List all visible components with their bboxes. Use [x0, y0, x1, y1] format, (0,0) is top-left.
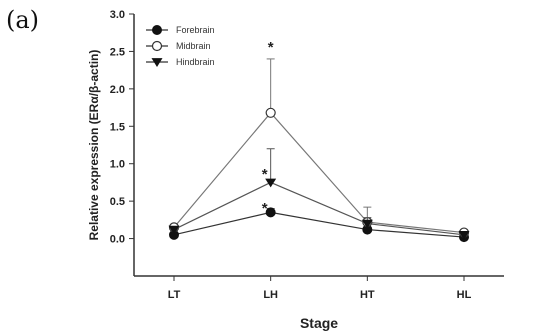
- x-tick-label: LT: [168, 289, 181, 301]
- x-tick-label: LH: [263, 289, 278, 301]
- legend-label: Midbrain: [176, 41, 211, 51]
- legend-marker: [151, 58, 163, 67]
- data-point: [265, 107, 276, 118]
- y-axis-title: Relative expression (ERα/β-actin): [87, 50, 101, 241]
- data-point: [458, 230, 470, 240]
- axes: [133, 14, 504, 277]
- legend-marker: [152, 25, 162, 35]
- legend-item: Forebrain: [146, 25, 215, 35]
- y-tick-label: 0.5: [110, 196, 125, 208]
- series-group: [168, 58, 470, 243]
- annotations: * * *: [262, 39, 274, 217]
- x-axis-title: Stage: [300, 315, 338, 331]
- series-forebrain: [169, 207, 469, 243]
- x-tick-label: HT: [360, 289, 375, 301]
- y-tick-label: 2.5: [110, 46, 125, 58]
- y-tick-label: 3.0: [110, 9, 125, 21]
- legend-label: Forebrain: [176, 25, 215, 35]
- series-hindbrain: [168, 148, 470, 240]
- panel-label: (a): [6, 6, 40, 34]
- series-line: [173, 181, 465, 236]
- x-ticks: LT LH HT HL: [168, 276, 472, 301]
- y-tick-label: 1.0: [110, 159, 125, 171]
- legend-label: Hindbrain: [176, 57, 215, 67]
- significance-star: *: [268, 39, 274, 56]
- y-tick-label: 0.0: [110, 234, 125, 246]
- significance-star: *: [262, 200, 268, 217]
- data-point: [361, 219, 373, 229]
- legend-marker: [151, 40, 163, 52]
- data-point: [265, 178, 277, 188]
- y-ticks: 0.0 0.5 1.0 1.5 2.0 2.5 3.0: [110, 9, 134, 246]
- y-tick-label: 2.0: [110, 84, 125, 96]
- legend: Forebrain Midbrain Hindbrain: [146, 25, 215, 67]
- series-line: [173, 111, 465, 234]
- significance-star: *: [262, 166, 268, 183]
- data-point: [168, 225, 180, 235]
- series-line: [173, 211, 465, 238]
- legend-item: Midbrain: [146, 40, 211, 52]
- x-tick-label: HL: [457, 289, 472, 301]
- legend-item: Hindbrain: [146, 57, 215, 67]
- data-point: [265, 207, 276, 218]
- y-tick-label: 1.5: [110, 121, 125, 133]
